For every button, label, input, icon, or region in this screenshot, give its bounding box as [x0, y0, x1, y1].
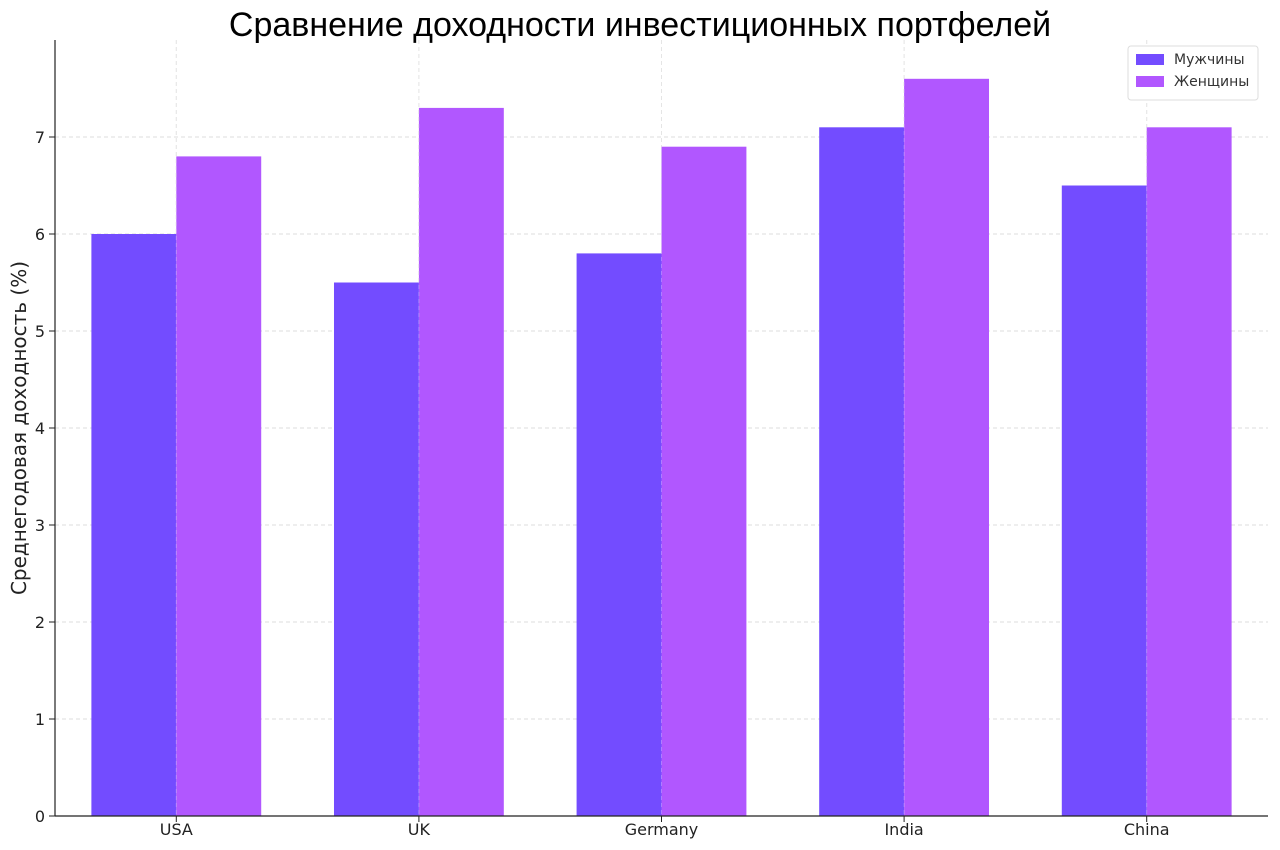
x-tick-label: UK	[408, 820, 431, 839]
legend-swatch-women	[1136, 76, 1164, 87]
x-tick-labels: USA UK Germany India China	[160, 820, 1170, 839]
y-tick-label: 7	[35, 128, 45, 147]
bar-germany-women	[661, 146, 747, 816]
chart-title: Сравнение доходности инвестиционных порт…	[228, 6, 1052, 44]
bars	[91, 40, 1232, 817]
bar-uk-men	[333, 282, 419, 816]
bar-usa-women	[176, 156, 262, 816]
axes	[49, 40, 1268, 822]
y-tick-labels: 0 1 2 3 4 5 6 7	[35, 128, 45, 826]
legend-label-women: Женщины	[1174, 74, 1249, 90]
y-tick-label: 3	[35, 516, 45, 535]
y-tick-label: 2	[35, 613, 45, 632]
bar-germany-men	[576, 253, 662, 816]
x-tick-label: Germany	[625, 820, 699, 839]
legend-label-men: Мужчины	[1174, 52, 1245, 68]
bar-china-women	[1146, 127, 1232, 817]
y-axis-label: Среднегодовая доходность (%)	[7, 261, 31, 595]
x-tick-label: India	[884, 820, 923, 839]
y-tick-label: 1	[35, 710, 45, 729]
y-tick-label: 5	[35, 322, 45, 341]
x-tick-label: USA	[160, 820, 193, 839]
y-tick-label: 4	[35, 419, 45, 438]
legend-swatch-men	[1136, 54, 1164, 65]
bar-india-men	[819, 127, 905, 817]
y-tick-label: 6	[35, 225, 45, 244]
bar-china-men	[1061, 185, 1147, 816]
bar-india-women	[904, 78, 990, 817]
y-tick-label: 0	[35, 807, 45, 826]
x-tick-label: China	[1124, 820, 1170, 839]
bar-uk-women	[418, 107, 504, 816]
legend: Мужчины Женщины	[1127, 45, 1259, 101]
bar-usa-men	[91, 234, 177, 816]
